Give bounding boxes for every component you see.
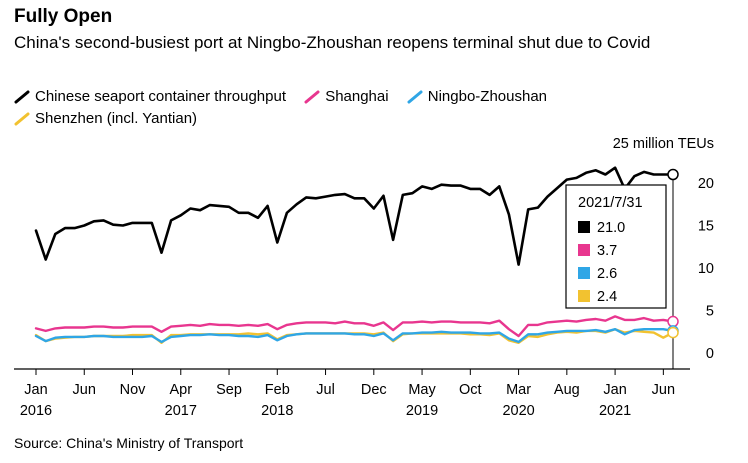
legend-item-throughput: Chinese seaport container throughput (14, 86, 286, 108)
series-line-2 (34, 328, 675, 344)
x-tick-label: Jul (316, 382, 335, 398)
x-tick-label: Mar (506, 382, 531, 398)
x-tick-year: 2017 (165, 403, 197, 419)
series-line-1 (34, 315, 675, 338)
source-note: Source: China's Ministry of Transport (14, 435, 244, 451)
x-tick-label: May (408, 382, 436, 398)
tooltip-swatch-2 (578, 267, 590, 279)
series-line-0 (34, 166, 675, 266)
tooltip-date: 2021/7/31 (578, 195, 643, 211)
x-tick-year: 2021 (599, 403, 631, 419)
legend-label: Ningbo-Zhoushan (427, 88, 548, 105)
y-tick-label: 5 (706, 304, 714, 320)
y-unit-label: 25 million TEUs (613, 136, 714, 152)
x-tick-label: Oct (459, 382, 482, 398)
y-tick-label: 10 (698, 261, 714, 277)
legend-item-shanghai: Shanghai (304, 86, 389, 108)
tooltip-swatch-0 (578, 221, 590, 233)
y-tick-label: 0 (706, 346, 714, 362)
tooltip-value-1: 3.7 (597, 243, 617, 259)
end-marker-3 (667, 326, 679, 339)
x-tick-year: 2020 (502, 403, 534, 419)
tooltip-swatch-3 (578, 290, 590, 302)
y-tick-label: 20 (698, 176, 714, 192)
tooltip-value-0: 21.0 (597, 220, 625, 236)
tooltip-value-2: 2.6 (597, 266, 617, 282)
x-tick-label: Nov (120, 382, 147, 398)
legend-label: Shanghai (325, 88, 389, 105)
x-tick-label: Jun (73, 382, 96, 398)
end-marker-1 (667, 315, 679, 328)
x-tick-year: 2016 (20, 403, 52, 419)
x-tick-label: Jan (603, 382, 626, 398)
chart-title: Fully Open (14, 6, 113, 27)
legend: Chinese seaport container throughput Sha… (14, 86, 734, 130)
legend-item-shenzhen: Shenzhen (incl. Yantian) (14, 108, 197, 130)
x-tick-label: Apr (169, 382, 192, 398)
x-tick-label: Dec (361, 382, 387, 398)
x-tick-label: Jun (652, 382, 675, 398)
chart-subtitle: China's second-busiest port at Ningbo-Zh… (14, 33, 651, 52)
tooltip-swatch-1 (578, 244, 590, 256)
legend-swatch-blue (407, 90, 423, 104)
legend-swatch-pink (304, 90, 320, 104)
legend-label: Chinese seaport container throughput (35, 88, 287, 105)
x-tick-label: Feb (265, 382, 290, 398)
x-tick-year: 2018 (261, 403, 293, 419)
legend-swatch-yellow (14, 112, 30, 126)
x-tick-label: Aug (554, 382, 580, 398)
end-marker-0 (667, 168, 679, 181)
x-tick-year: 2019 (406, 403, 438, 419)
legend-swatch-black (14, 90, 30, 104)
legend-label: Shenzhen (incl. Yantian) (35, 110, 198, 127)
y-tick-label: 15 (698, 219, 714, 235)
x-tick-label: Jan (24, 382, 47, 398)
x-tick-label: Sep (216, 382, 242, 398)
tooltip-value-3: 2.4 (597, 289, 617, 305)
legend-item-ningbo: Ningbo-Zhoushan (407, 86, 547, 108)
